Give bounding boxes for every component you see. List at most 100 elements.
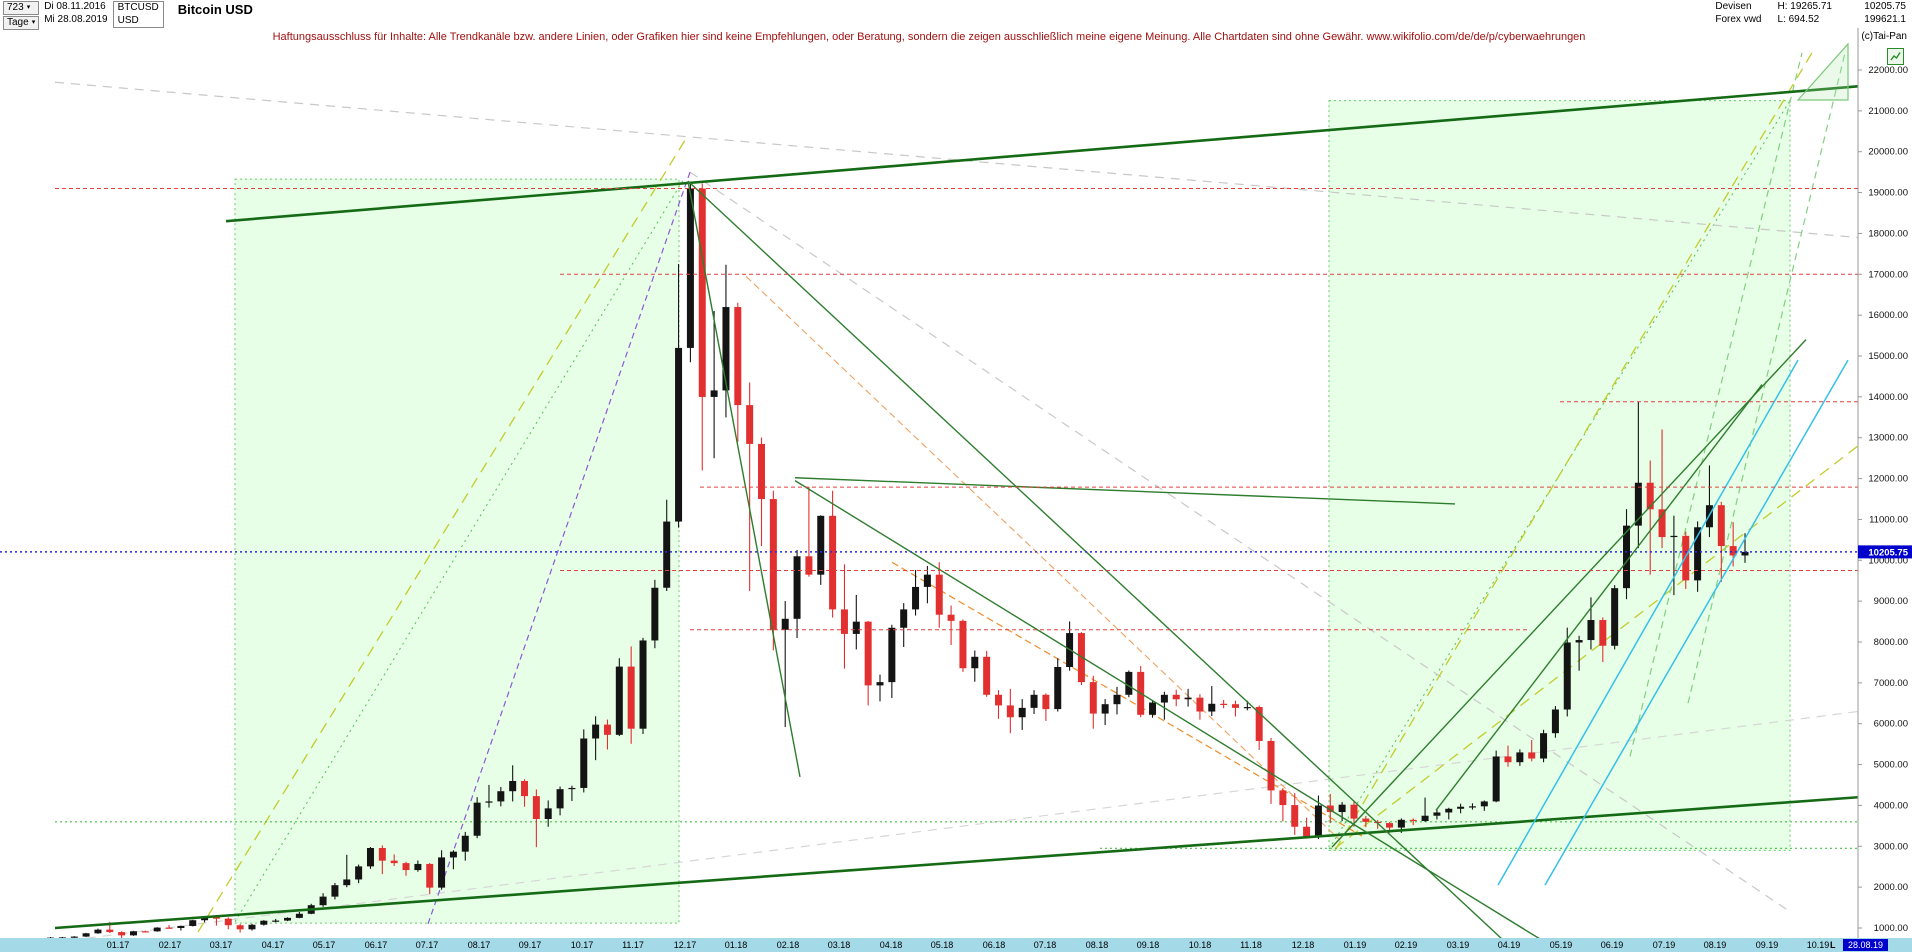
chevron-down-icon: ▾ <box>26 4 31 11</box>
pennant-shape <box>1796 42 1849 101</box>
trend-line <box>745 275 1341 841</box>
bars-count-dropdown[interactable]: 723 ▾ <box>3 1 40 15</box>
trend-line <box>1497 359 1799 886</box>
symbol-code: BTCUSD <box>117 2 159 13</box>
trend-line <box>689 171 1791 913</box>
price-tick-label: 6000.00 <box>1874 719 1908 730</box>
period-value: Tage <box>7 17 29 28</box>
price-tick-label: 17000.00 <box>1868 269 1908 280</box>
trend-region <box>234 178 680 924</box>
price-tick-label: 19000.00 <box>1868 188 1908 199</box>
time-axis-label: 06.19 <box>1600 940 1624 950</box>
time-axis-label: 09.18 <box>1136 940 1160 950</box>
time-axis-label: 02.17 <box>158 940 182 950</box>
time-axis-label: 08.19 <box>1703 940 1727 950</box>
price-tick-label: 2000.00 <box>1874 882 1908 893</box>
currency-code: USD <box>117 15 139 26</box>
instrument-title: Bitcoin USD <box>177 2 253 17</box>
last-date-badge: 28.08.19 <box>1843 939 1889 951</box>
price-tick-label: 10000.00 <box>1868 555 1908 566</box>
feed-label: Forex vwd <box>1715 14 1762 25</box>
exchange-label: Devisen <box>1715 1 1752 12</box>
low-value: L: 694.52 <box>1777 14 1820 25</box>
time-axis-label: 04.19 <box>1497 940 1521 950</box>
symbol-box[interactable]: BTCUSD USD <box>112 1 164 28</box>
trend-line <box>427 171 691 925</box>
time-axis-label: 01.17 <box>106 940 130 950</box>
time-axis-label: 03.19 <box>1446 940 1470 950</box>
time-axis-bar[interactable]: 01.17 02.17 03.17 04.17 05.17 06.17 07.17 08.17… <box>0 938 1912 952</box>
mini-chart-icon <box>1890 52 1901 61</box>
last-price-tag <box>1858 545 1912 559</box>
time-axis-label: 04.18 <box>879 940 903 950</box>
price-tick-label: 21000.00 <box>1868 106 1908 117</box>
time-axis-label: 11.17 <box>622 940 644 950</box>
chart-header: 723 ▾ Tage ▾ Di 08.11.2016 Mi 28.08.2019… <box>0 0 1912 30</box>
price-tick-label: 11000.00 <box>1869 514 1908 525</box>
start-date: Di 08.11.2016 <box>44 1 106 12</box>
time-axis-label: 08.17 <box>467 940 491 950</box>
price-tick-label: 16000.00 <box>1868 310 1908 321</box>
time-axis-label: 09.17 <box>518 940 542 950</box>
trend-line <box>1334 445 1858 849</box>
time-axis-label: 12.17 <box>673 940 697 950</box>
chevron-down-icon: ▾ <box>31 19 36 26</box>
trend-line <box>687 180 1502 938</box>
time-axis-label: 01.19 <box>1343 940 1367 950</box>
last-marker-label: L <box>1830 940 1836 950</box>
trend-line <box>1629 52 1803 757</box>
trend-line <box>197 135 689 933</box>
trend-line <box>687 181 801 777</box>
time-axis-label: 07.17 <box>415 940 439 950</box>
trend-line <box>225 85 1858 223</box>
trend-line <box>54 795 1858 930</box>
trend-line <box>1435 384 1763 811</box>
end-date: Mi 28.08.2019 <box>44 14 108 25</box>
time-axis-label: 02.19 <box>1394 940 1418 950</box>
price-tick-label: 3000.00 <box>1874 841 1908 852</box>
time-axis-label: 05.17 <box>312 940 336 950</box>
price-tick-label: 14000.00 <box>1868 392 1908 403</box>
price-tick-label: 20000.00 <box>1868 147 1908 158</box>
time-axis-label: 06.18 <box>982 940 1006 950</box>
bars-count-value: 723 <box>7 2 24 13</box>
time-axis-label: 06.17 <box>364 940 388 950</box>
time-axis-label: 12.18 <box>1291 940 1315 950</box>
price-tick-label: 5000.00 <box>1874 760 1908 771</box>
period-dropdown[interactable]: Tage ▾ <box>3 16 40 30</box>
last-price-tag-label: 10205.75 <box>1868 547 1908 558</box>
price-tick-label: 13000.00 <box>1868 433 1908 444</box>
time-axis-label: 08.18 <box>1085 940 1109 950</box>
price-axis[interactable]: 22000.00 21000.00 20000.00 19000.00 18000.00… <box>1857 28 1912 938</box>
time-axis-label: 01.18 <box>724 940 748 950</box>
price-tick-label: 15000.00 <box>1868 351 1908 362</box>
trend-line <box>794 480 1540 938</box>
trend-line <box>891 561 1363 837</box>
time-axis-label: 05.19 <box>1549 940 1573 950</box>
price-tick-label: 8000.00 <box>1874 637 1908 648</box>
secondary-value: 199621.1 <box>1864 14 1906 25</box>
chart-settings-icon[interactable] <box>1887 48 1904 65</box>
price-tick-label: 12000.00 <box>1868 474 1908 485</box>
trend-line <box>794 477 1456 505</box>
time-axis-label: 07.19 <box>1652 940 1676 950</box>
disclaimer-text: Haftungsausschluss für Inhalte: Alle Tre… <box>272 31 1586 43</box>
time-axis-label: 10.19 <box>1806 940 1830 950</box>
time-axis-label: 04.17 <box>261 940 285 950</box>
price-tick-label: 4000.00 <box>1874 800 1908 811</box>
price-tick-label: 22000.00 <box>1868 65 1908 76</box>
time-axis-label: 05.18 <box>930 940 954 950</box>
high-value: H: 19265.71 <box>1777 1 1833 12</box>
trend-line <box>1544 359 1849 886</box>
plot-area[interactable] <box>0 42 1858 952</box>
price-tick-label: 9000.00 <box>1874 596 1908 607</box>
last-price-value: 10205.75 <box>1864 1 1906 12</box>
time-axis-label: 03.18 <box>827 940 851 950</box>
copyright-label: (c)Tai-Pan <box>1861 31 1907 42</box>
time-axis-label: 02.18 <box>776 940 800 950</box>
trend-line <box>234 180 684 923</box>
trend-lines-over <box>0 85 1858 938</box>
header-left: 723 ▾ Tage ▾ Di 08.11.2016 Mi 28.08.2019… <box>0 0 253 30</box>
